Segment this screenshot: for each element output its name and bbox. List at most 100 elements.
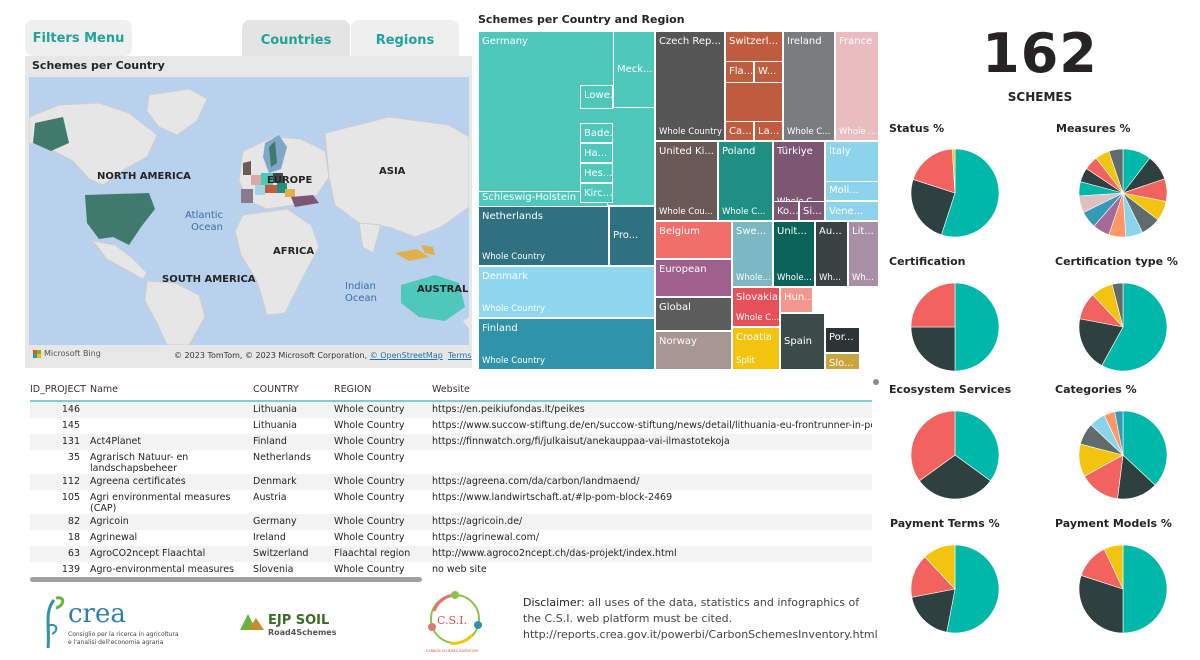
treemap-cell[interactable]: Finland Whole Country [478,318,655,370]
col-header-name[interactable]: Name [90,383,119,395]
pie-slice[interactable] [954,410,1000,482]
treemap-cell[interactable]: Global [655,297,732,331]
table-row[interactable]: 145 Lithuania Whole Country https://www.suc… [30,418,872,434]
label-indian-ocean-1: Indian [345,281,376,292]
treemap-cell[interactable]: Ca... [725,121,754,141]
tab-label: Regions [375,32,435,48]
pie-chart-categories[interactable] [1078,410,1168,500]
pie-slice[interactable] [1108,148,1124,194]
pie-slice[interactable] [954,282,1000,372]
osm-link[interactable]: © OpenStreetMap [369,351,443,360]
pie-slice[interactable] [1111,282,1124,328]
terms-link[interactable]: Terms [447,351,472,360]
treemap-cell[interactable]: Spain [780,313,825,370]
pie-slice[interactable] [1122,544,1168,634]
treemap-cell[interactable]: Pro... [609,206,655,266]
treemap-cell[interactable]: Slovakia Whole C... [732,287,780,327]
pie-chart-measures[interactable] [1078,148,1168,238]
pie-slice[interactable] [951,148,956,194]
pie-slice[interactable] [1122,410,1168,486]
tab-countries[interactable]: Countries [242,20,350,60]
pie-slice[interactable] [910,282,956,328]
treemap-cell[interactable]: Lowe... [580,85,613,109]
pie-slice[interactable] [941,148,1000,238]
pie-slice[interactable] [924,544,956,590]
treemap-cell-label: Moli... [829,185,859,196]
treemap-cell[interactable]: European [655,259,732,297]
col-header-website[interactable]: Website [432,383,470,395]
treemap-cell[interactable]: La... [754,121,783,141]
col-header-id[interactable]: ID_PROJECT [30,383,86,395]
table-row[interactable]: 82 Agricoin Germany Whole Country https://ag… [30,514,872,530]
vertical-scrollbar-thumb[interactable] [873,379,879,385]
treemap-cell[interactable]: United Ki... Whole Cou... [655,141,718,221]
pie-chart-payment-terms[interactable] [910,544,1000,634]
treemap-cell[interactable]: Croatia Split [732,327,780,370]
pie-chart-certification[interactable] [910,282,1000,372]
table-row[interactable]: 146 Lithuania Whole Country https://en.peik… [30,402,872,418]
table-row[interactable]: 105 Agri environmental measures (CAP) Aust… [30,490,872,514]
pie-slice[interactable] [910,556,956,598]
treemap-cell[interactable]: Hun... [780,287,813,313]
treemap-cell[interactable]: Netherlands Whole Country [478,206,609,266]
pie-slice[interactable] [910,179,956,236]
treemap-cell[interactable]: Kirc... [580,183,613,203]
treemap-cell[interactable]: Norway [655,331,732,370]
pie-chart-ecosystem-services[interactable] [910,410,1000,500]
table-row[interactable]: 131 Act4Planet Finland Whole Country https:/… [30,434,872,450]
disclaimer-url[interactable]: http://reports.crea.gov.it/powerbi/Carbo… [523,628,878,641]
treemap-cell[interactable]: Swe... Whole... [732,221,773,287]
col-header-region[interactable]: REGION [334,383,372,395]
treemap-cell[interactable]: Moli... [825,181,879,201]
treemap-cell[interactable]: Unit... Whole... [773,221,815,287]
pie-slice[interactable] [1101,282,1168,372]
pie-chart-certification-type[interactable] [1078,282,1168,372]
treemap-chart[interactable]: Germany Whole Country Schleswig-Holstein Lo… [478,31,879,370]
treemap-cell[interactable]: Si... [799,201,825,221]
pie-slice[interactable] [910,410,956,482]
treemap-cell[interactable]: Au... Wh... [815,221,848,287]
treemap-cell[interactable]: Fla... [725,61,754,83]
horizontal-scrollbar[interactable] [30,577,422,582]
treemap-cell[interactable]: Czech Rep... Whole Country [655,31,725,141]
treemap-cell[interactable]: Ha... [580,143,613,163]
treemap-cell[interactable]: Vene... [825,201,879,221]
treemap-cell[interactable]: Slo... [825,353,860,370]
treemap-cell[interactable]: Hes... [580,163,613,183]
pie-slice[interactable] [918,454,992,500]
table-row[interactable]: 18 Agrinewal Ireland Whole Country https://a… [30,530,872,546]
treemap-cell[interactable]: Meck... [613,31,655,108]
cell-website: http://www.agroco2ncept.ch/das-projekt/i… [432,548,677,559]
treemap-cell[interactable]: Bade... [580,123,613,143]
tab-regions[interactable]: Regions [351,20,459,60]
treemap-cell[interactable]: Poland Whole C... [718,141,773,221]
treemap-cell[interactable]: Ko... [773,201,799,221]
treemap-cell[interactable]: France Whole ... [835,31,879,141]
pie-slice[interactable] [1078,318,1124,366]
pie-slice[interactable] [912,148,956,194]
pie-slice[interactable] [911,588,956,633]
pie-slice[interactable] [1114,410,1124,456]
world-map[interactable]: NORTH AMERICA EUROPE ASIA AFRICA SOUTH A… [29,77,469,345]
treemap-cell[interactable]: Ireland Whole C... [783,31,835,141]
col-header-country[interactable]: COUNTRY [253,383,299,395]
table-row[interactable]: 63 AgroCO2ncept Flaachtal Switzerland Flaac… [30,546,872,562]
map-panel[interactable]: Schemes per Country [25,56,472,368]
pie-slice[interactable] [1103,544,1124,590]
pie-chart-status[interactable] [910,148,1000,238]
projects-table[interactable]: ID_PROJECT Name COUNTRY REGION Website 1… [30,378,872,578]
treemap-cell[interactable]: Por... [825,327,860,353]
tab-filters-menu[interactable]: Filters Menu [25,20,132,56]
treemap-cell[interactable]: Belgium [655,221,732,259]
pie-slice[interactable] [946,544,1000,634]
treemap-cell[interactable]: Lit... Wh... [848,221,879,287]
table-row[interactable]: 35 Agrarisch Natuur- en landschapsbeheer N… [30,450,872,474]
pie-slice[interactable] [1078,575,1124,634]
pie-slice[interactable] [910,326,956,372]
table-row[interactable]: 112 Agreena certificates Denmark Whole Coun… [30,474,872,490]
treemap-cell-label: Hes... [584,168,613,179]
table-row[interactable]: 139 Agro-environmental measures Slovenia Wh… [30,562,872,578]
treemap-cell[interactable]: W... [754,61,783,83]
pie-chart-payment-models[interactable] [1078,544,1168,634]
treemap-cell[interactable]: Denmark Whole Country [478,266,655,318]
